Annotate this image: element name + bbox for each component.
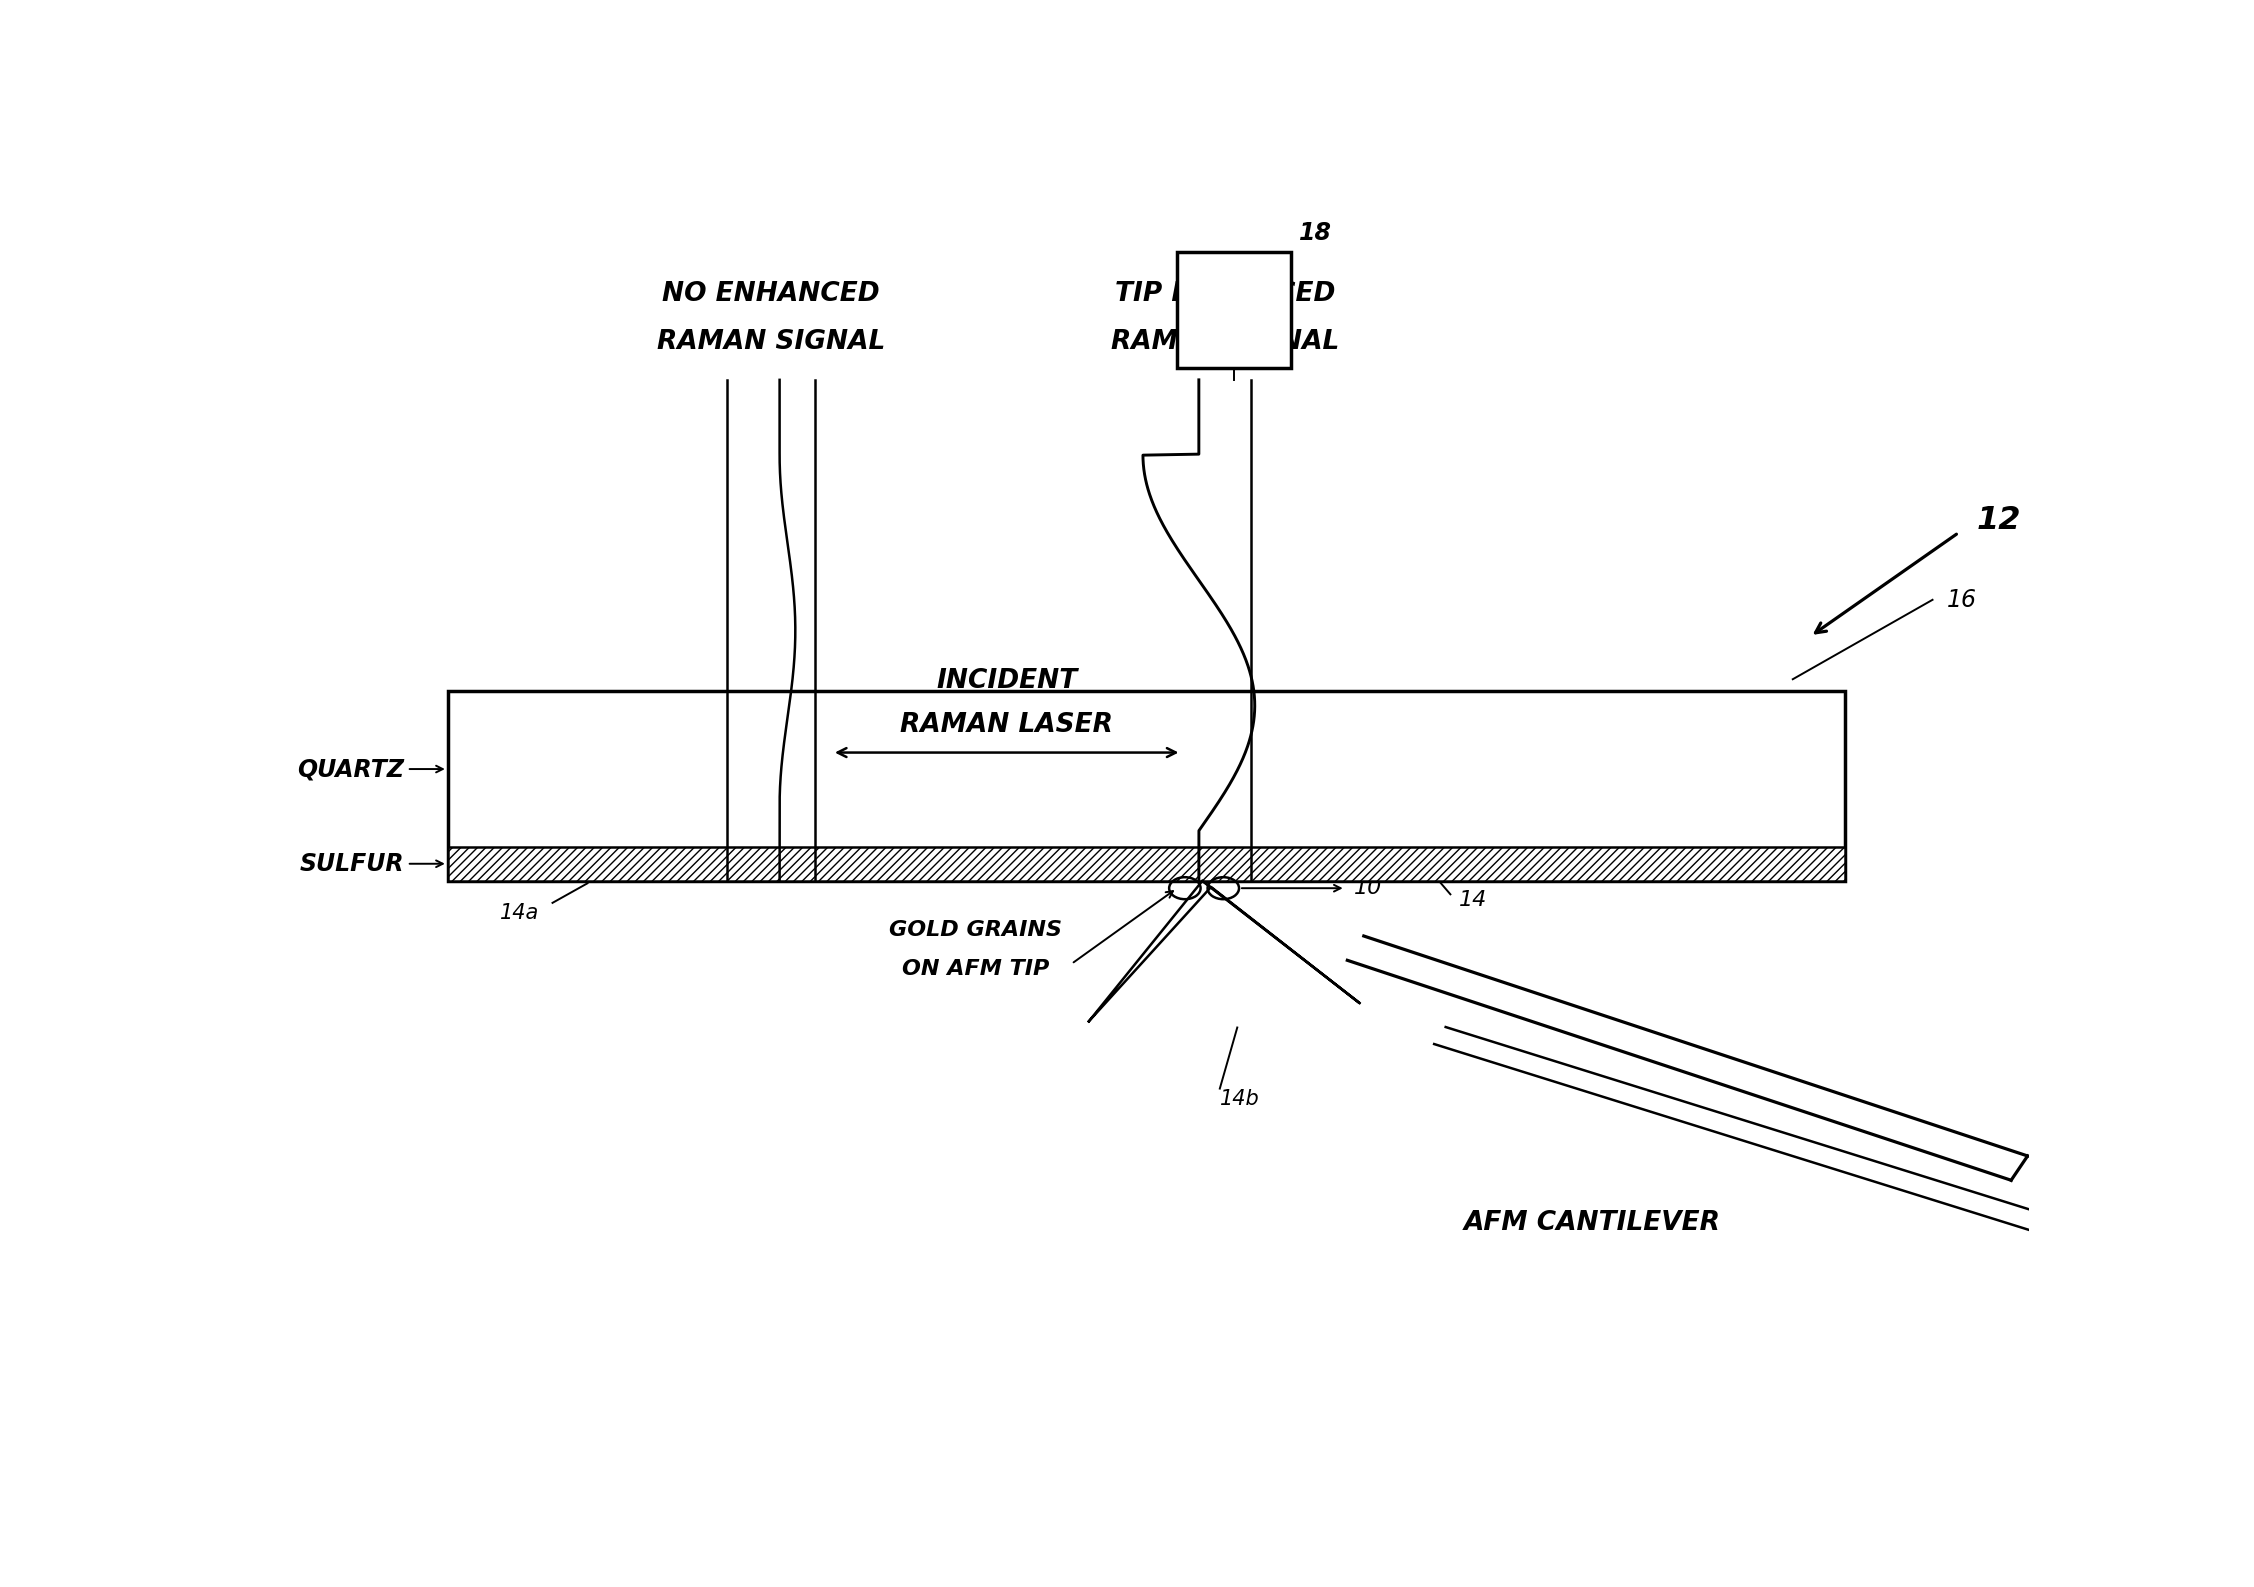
Text: 12: 12 bbox=[1977, 505, 2020, 536]
Text: 18: 18 bbox=[1298, 222, 1332, 246]
Text: 14a: 14a bbox=[500, 903, 539, 924]
Text: TIP ENHANCED: TIP ENHANCED bbox=[1116, 281, 1334, 306]
Text: ON AFM TIP: ON AFM TIP bbox=[902, 959, 1048, 979]
Text: SULFUR: SULFUR bbox=[300, 852, 442, 876]
Bar bbox=[449, 692, 1846, 881]
Text: GOLD GRAINS: GOLD GRAINS bbox=[888, 919, 1062, 940]
Text: RAMAN SIGNAL: RAMAN SIGNAL bbox=[656, 330, 886, 355]
Text: 14b: 14b bbox=[1219, 1089, 1260, 1109]
Text: NO ENHANCED: NO ENHANCED bbox=[663, 281, 879, 306]
Text: AFM CANTILEVER: AFM CANTILEVER bbox=[1463, 1209, 1720, 1236]
Text: 16: 16 bbox=[1947, 587, 1977, 613]
Text: QUARTZ: QUARTZ bbox=[298, 757, 442, 781]
Text: RAMAN LASER: RAMAN LASER bbox=[899, 713, 1113, 738]
Text: RAMAN SIGNAL: RAMAN SIGNAL bbox=[1111, 330, 1339, 355]
Text: 14: 14 bbox=[1458, 890, 1488, 911]
Bar bbox=[1177, 252, 1292, 368]
Text: 10: 10 bbox=[1355, 878, 1382, 898]
Bar bbox=[449, 846, 1846, 881]
Text: INCIDENT: INCIDENT bbox=[935, 668, 1077, 694]
